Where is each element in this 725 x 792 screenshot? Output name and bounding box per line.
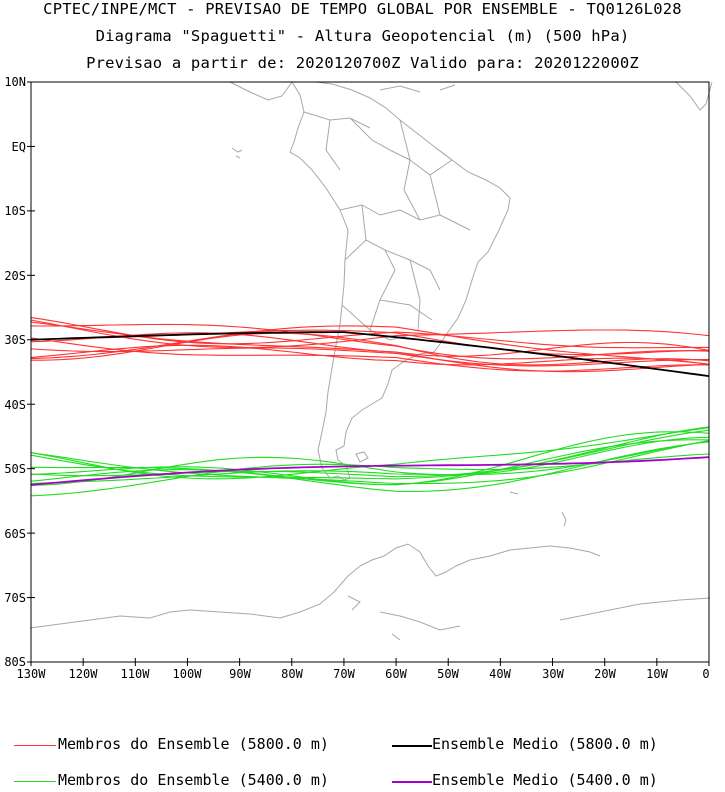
legend-label-mean-5400: Ensemble Medio (5400.0 m) [432, 771, 658, 789]
red-member-line [30, 344, 710, 366]
legend-swatch-green-members [14, 781, 56, 782]
red-member-line [30, 337, 710, 372]
lat-label: EQ [12, 140, 26, 154]
lat-label: 10N [4, 75, 26, 89]
lat-label: 80S [4, 655, 26, 669]
lat-label: 60S [4, 527, 26, 541]
ensemble-mean-5800-line [30, 331, 710, 377]
lon-label: 50W [437, 667, 459, 681]
green-member-line [30, 439, 710, 486]
axis-ticks [27, 81, 710, 666]
red-member-lines [30, 317, 710, 373]
map-frame [30, 81, 710, 663]
falkland-islands [355, 451, 369, 463]
legend-label-red-members: Membros do Ensemble (5800.0 m) [58, 735, 329, 753]
lon-label: 0 [702, 667, 709, 681]
lon-label: 80W [281, 667, 303, 681]
longitude-labels: 130W 120W 110W 100W 90W 80W 70W 60W 50W … [17, 667, 710, 681]
south-america-coastline [289, 81, 511, 481]
green-member-line [30, 426, 710, 480]
green-member-line [30, 440, 710, 485]
red-member-line [30, 347, 709, 367]
legend-swatch-mean-5400 [392, 781, 432, 783]
lat-label: 20S [4, 269, 26, 283]
green-member-lines [30, 426, 710, 497]
red-member-line [30, 321, 710, 373]
lon-label: 30W [542, 667, 564, 681]
legend-swatch-red-members [14, 745, 56, 746]
lon-label: 20W [594, 667, 616, 681]
lat-label: 50S [4, 462, 26, 476]
africa-coastline [675, 81, 713, 111]
title-line-1: CPTEC/INPE/MCT - PREVISAO DE TEMPO GLOBA… [43, 0, 682, 18]
red-member-line [30, 325, 710, 365]
lat-label: 30S [4, 333, 26, 347]
lat-label: 40S [4, 398, 26, 412]
lon-label: 40W [489, 667, 511, 681]
red-member-line [31, 332, 710, 366]
green-member-line [30, 436, 710, 487]
galapagos-islands [231, 147, 243, 159]
red-member-line [30, 319, 710, 349]
lon-label: 70W [333, 667, 355, 681]
lon-label: 110W [121, 667, 151, 681]
lon-label: 130W [17, 667, 47, 681]
legend-swatch-mean-5800 [392, 745, 432, 747]
lon-label: 100W [173, 667, 203, 681]
lon-label: 10W [646, 667, 668, 681]
lat-label: 70S [4, 591, 26, 605]
antarctica-coastline [29, 543, 711, 641]
south-georgia [509, 491, 567, 527]
title-line-2: Diagrama "Spaguetti" - Altura Geopotenci… [95, 27, 630, 45]
green-member-line [30, 429, 710, 478]
legend-label-mean-5800: Ensemble Medio (5800.0 m) [432, 735, 658, 753]
lon-label: 60W [385, 667, 407, 681]
lat-label: 10S [4, 204, 26, 218]
latitude-labels: 10N EQ 10S 20S 30S 40S 50S 60S 70S 80S [4, 75, 26, 669]
ensemble-mean-5400-line [30, 456, 710, 486]
lon-label: 120W [69, 667, 99, 681]
central-america-coastline [229, 81, 456, 101]
lon-label: 90W [229, 667, 251, 681]
legend-label-green-members: Membros do Ensemble (5400.0 m) [58, 771, 329, 789]
title-line-3: Previsao a partir de: 2020120700Z Valido… [86, 54, 639, 72]
country-borders [303, 111, 471, 341]
coastline-layer [29, 81, 713, 641]
